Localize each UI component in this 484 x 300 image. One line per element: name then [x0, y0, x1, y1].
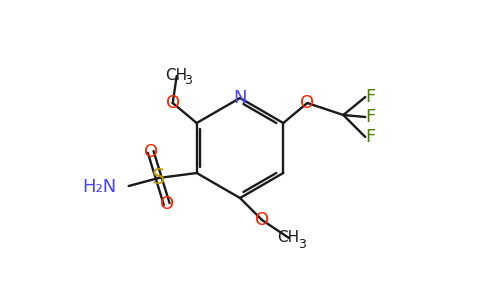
Text: 3: 3: [298, 238, 306, 250]
Text: H₂N: H₂N: [82, 178, 117, 196]
Text: F: F: [365, 128, 376, 146]
Text: N: N: [233, 89, 247, 107]
Text: O: O: [255, 211, 269, 229]
Text: O: O: [144, 143, 158, 161]
Text: F: F: [365, 88, 376, 106]
Text: O: O: [166, 94, 180, 112]
Text: O: O: [160, 195, 174, 213]
Text: CH: CH: [165, 68, 187, 82]
Text: F: F: [365, 108, 376, 126]
Text: S: S: [152, 168, 166, 188]
Text: 3: 3: [184, 74, 192, 88]
Text: CH: CH: [277, 230, 299, 245]
Text: O: O: [300, 94, 315, 112]
